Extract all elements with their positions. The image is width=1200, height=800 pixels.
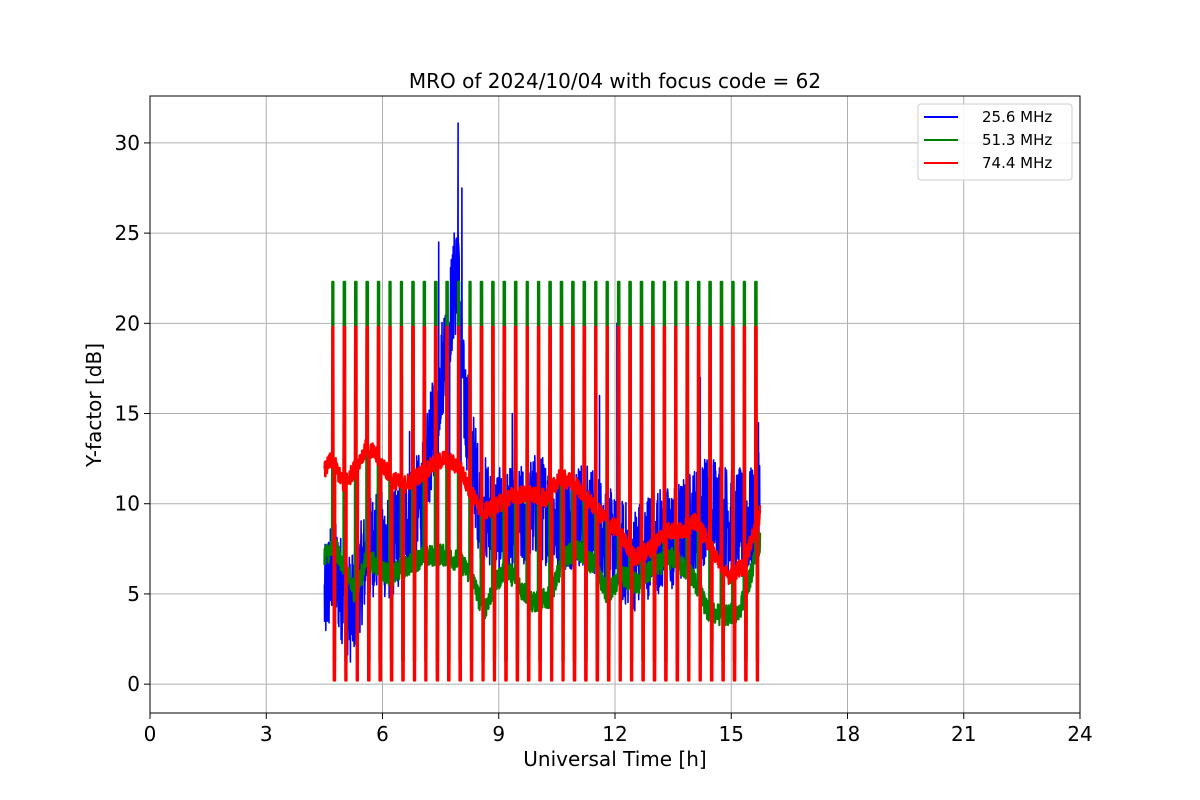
series-line-51-3-mhz: [323, 280, 762, 662]
series-line-74-4-mhz: [323, 325, 762, 682]
y-tick-label: 20: [115, 311, 140, 335]
x-tick-label: 12: [602, 722, 627, 746]
y-tick-label: 25: [115, 221, 140, 245]
y-axis-label: Y-factor [dB]: [82, 343, 106, 468]
series-layer: [323, 122, 762, 682]
y-tick-label: 15: [115, 402, 140, 426]
x-tick-label: 0: [144, 722, 157, 746]
legend-label-25-6: 25.6 MHz: [982, 108, 1052, 126]
y-tick-label: 30: [115, 131, 140, 155]
chart-title: MRO of 2024/10/04 with focus code = 62: [409, 69, 821, 93]
x-tick-label: 9: [492, 722, 505, 746]
legend-box: [917, 103, 1073, 181]
y-tick-label: 0: [127, 672, 140, 696]
legend-label-74-4: 74.4 MHz: [982, 154, 1052, 172]
y-tick-label: 5: [127, 582, 140, 606]
y-tick-label: 10: [115, 492, 140, 516]
x-tick-label: 21: [951, 722, 976, 746]
x-tick-label: 15: [719, 722, 744, 746]
y-axis: 0 5 10 15 20 25 30: [115, 131, 150, 696]
legend-label-51-3: 51.3 MHz: [982, 131, 1052, 149]
x-tick-label: 18: [835, 722, 860, 746]
x-tick-label: 6: [376, 722, 389, 746]
x-tick-label: 3: [260, 722, 273, 746]
x-axis-label: Universal Time [h]: [523, 747, 706, 771]
x-axis: 0 3 6 9 12 15 18 21 24: [144, 713, 1093, 746]
x-tick-label: 24: [1067, 722, 1092, 746]
legend: 25.6 MHz 51.3 MHz 74.4 MHz: [917, 103, 1073, 181]
